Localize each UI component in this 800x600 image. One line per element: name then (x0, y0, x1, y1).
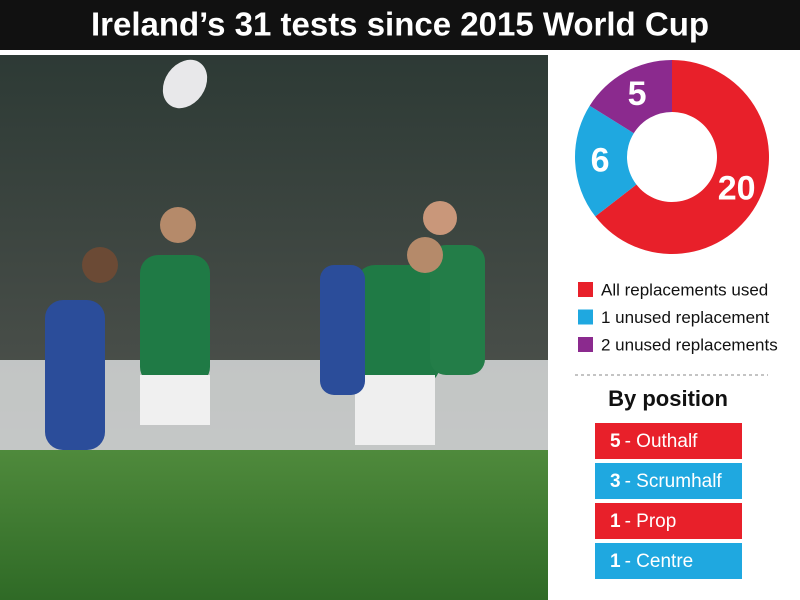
position-label: - Outhalf (625, 431, 699, 452)
position-label: - Centre (625, 551, 694, 572)
donut-segment (589, 60, 672, 134)
position-count: 3 (610, 471, 621, 492)
position-count: 5 (610, 431, 621, 452)
position-entry: 3- Scrumhalf (610, 471, 722, 492)
legend-swatch (578, 282, 593, 297)
donut-segment (595, 60, 770, 255)
title: Ireland’s 31 tests since 2015 World Cup (91, 6, 709, 43)
position-entry: 5- Outhalf (610, 431, 698, 452)
position-label: - Scrumhalf (625, 471, 723, 492)
segment-label: 5 (628, 75, 647, 113)
legend-label: 1 unused replacement (601, 308, 770, 327)
legend-label: All replacements used (601, 280, 768, 299)
photo (0, 55, 548, 600)
segment-label: 6 (591, 142, 610, 180)
section-title: By position (608, 386, 728, 411)
legend-swatch (578, 337, 593, 352)
position-label: - Prop (625, 511, 677, 532)
legend-label: 2 unused replacements (601, 335, 778, 354)
title-bar (0, 0, 800, 50)
position-box (595, 423, 742, 459)
legend-swatch (578, 309, 593, 325)
position-count: 1 (610, 511, 621, 532)
position-box (595, 463, 742, 499)
donut-segment (575, 105, 637, 217)
position-entry: 1- Prop (610, 511, 676, 532)
segment-label: 20 (718, 170, 756, 208)
position-entry: 1- Centre (610, 551, 693, 572)
position-count: 1 (610, 551, 621, 572)
position-box (595, 503, 742, 539)
position-box (595, 543, 742, 579)
